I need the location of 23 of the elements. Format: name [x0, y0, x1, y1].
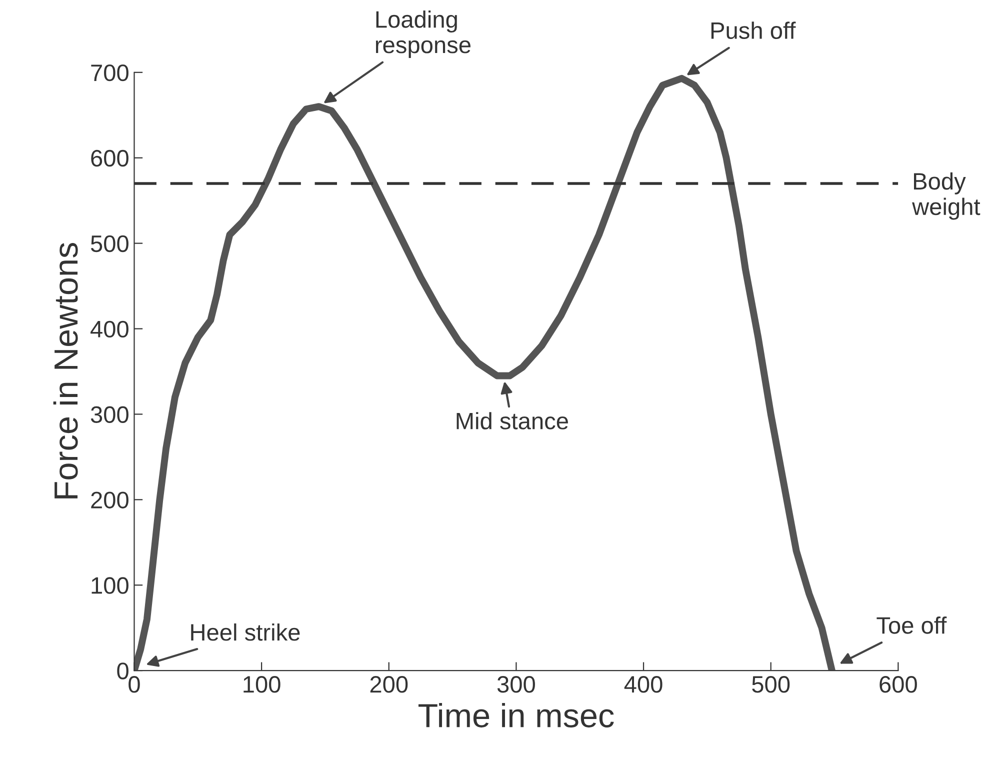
annotation: Heel strike: [191, 623, 300, 641]
annotation: Toe off: [876, 616, 947, 634]
x-tick-label: 500: [752, 676, 790, 693]
x-tick-label: 300: [497, 676, 535, 693]
y-tick-label: 0: [117, 662, 128, 680]
y-tick-label: 400: [90, 320, 128, 338]
x-tick-label: 400: [624, 676, 662, 693]
y-tick-label: 200: [91, 492, 128, 508]
x-axis-title: Time in msec: [418, 702, 614, 728]
annotation: Mid stance: [456, 412, 568, 430]
ref-line-label: Body weight: [912, 172, 980, 220]
y-tick-label: 300: [90, 406, 128, 423]
x-tick-label: 0: [128, 676, 140, 693]
y-tick-label: 600: [91, 150, 128, 167]
x-tick-label: 100: [244, 676, 280, 693]
y-tick-label: 500: [90, 235, 128, 252]
x-tick-label: 200: [370, 676, 408, 693]
annotation: Push off: [711, 22, 796, 39]
y-axis-title: Force in Newtons: [53, 242, 78, 498]
annotation: Loading response: [376, 10, 470, 58]
y-tick-label: 700: [91, 64, 128, 82]
y-tick-label: 100: [92, 577, 128, 594]
x-tick-label: 600: [880, 676, 917, 693]
